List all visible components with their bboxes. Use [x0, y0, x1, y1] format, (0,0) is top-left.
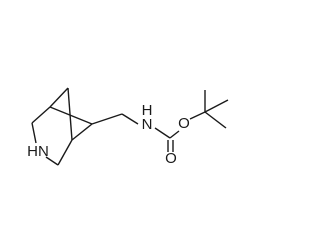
- bond: [67, 87, 73, 141]
- bond: [121, 113, 139, 125]
- bond: [91, 113, 123, 125]
- bond: [49, 106, 93, 125]
- atom-label: O: [178, 115, 190, 132]
- bond: [57, 139, 73, 166]
- atom-label: H: [142, 102, 153, 119]
- bond: [169, 130, 180, 139]
- bond: [49, 87, 69, 108]
- bond: [45, 156, 59, 166]
- bond: [31, 106, 51, 124]
- atom-label: N: [142, 116, 153, 133]
- atom-label: HN: [27, 143, 49, 160]
- bond: [71, 123, 93, 141]
- atom-label: O: [165, 150, 177, 167]
- bond: [204, 111, 227, 129]
- bonds: [31, 87, 229, 166]
- bond: [204, 99, 229, 113]
- structure-diagram: HN N H O O: [27, 87, 229, 167]
- bond: [31, 122, 37, 144]
- bond: [189, 111, 206, 120]
- bond: [154, 127, 171, 139]
